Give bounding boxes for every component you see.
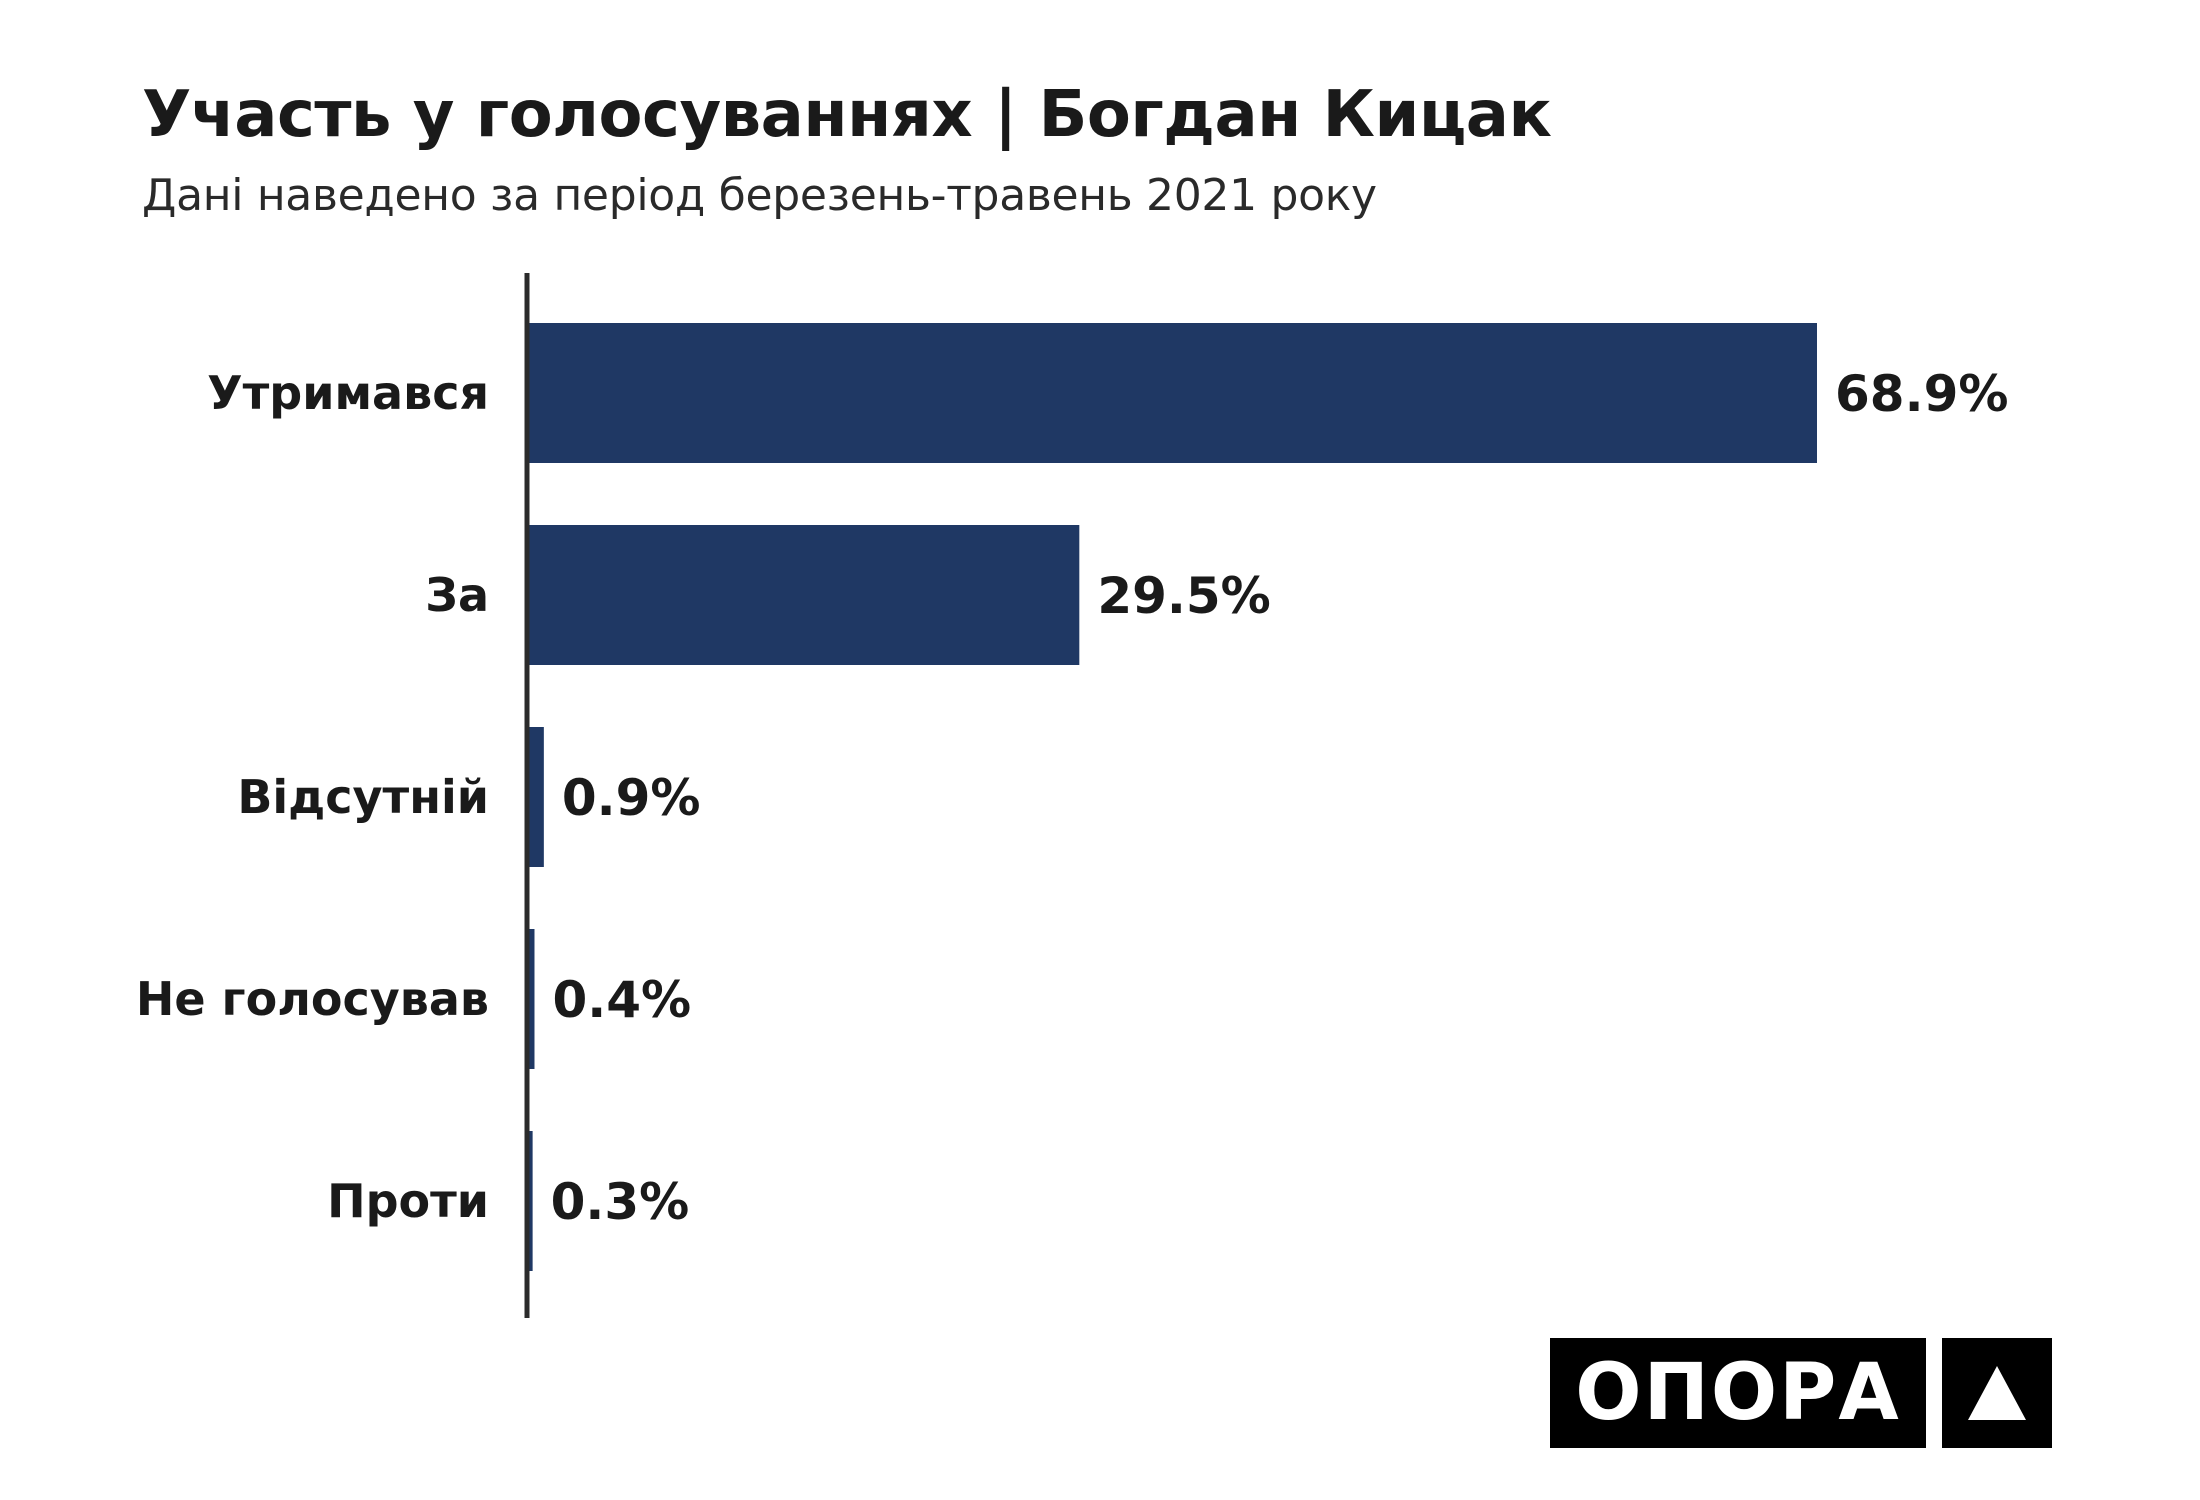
bar-2	[527, 727, 544, 867]
triangle-icon-svg	[1968, 1366, 2026, 1420]
logo-wordmark: ОПОРА	[1550, 1338, 1926, 1448]
triangle-icon	[1942, 1338, 2052, 1448]
category-label-1: За	[425, 568, 489, 622]
bars-layer: Утримався 68.9% За 29.5% Відсутній 0.9% Не гол…	[136, 323, 2008, 1271]
category-label-3: Не голосував	[136, 972, 489, 1026]
chart-subtitle: Дані наведено за період березень-травень…	[142, 170, 1377, 221]
chart-title: Участь у голосуваннях | Богдан Кицак	[142, 78, 1552, 152]
value-label-3: 0.4%	[552, 971, 691, 1029]
bar-chart: Утримався 68.9% За 29.5% Відсутній 0.9% Не гол…	[136, 273, 2008, 1318]
bar-4	[527, 1131, 533, 1271]
value-label-2: 0.9%	[562, 769, 701, 827]
value-label-0: 68.9%	[1835, 365, 2008, 423]
category-label-0: Утримався	[207, 366, 489, 420]
category-label-2: Відсутній	[237, 770, 489, 824]
opora-logo: ОПОРА	[1550, 1338, 2052, 1448]
bar-1	[527, 525, 1080, 665]
bar-0	[527, 323, 1817, 463]
category-label-4: Проти	[327, 1174, 489, 1228]
value-label-1: 29.5%	[1097, 567, 1270, 625]
value-label-4: 0.3%	[551, 1173, 690, 1231]
bar-3	[527, 929, 535, 1069]
